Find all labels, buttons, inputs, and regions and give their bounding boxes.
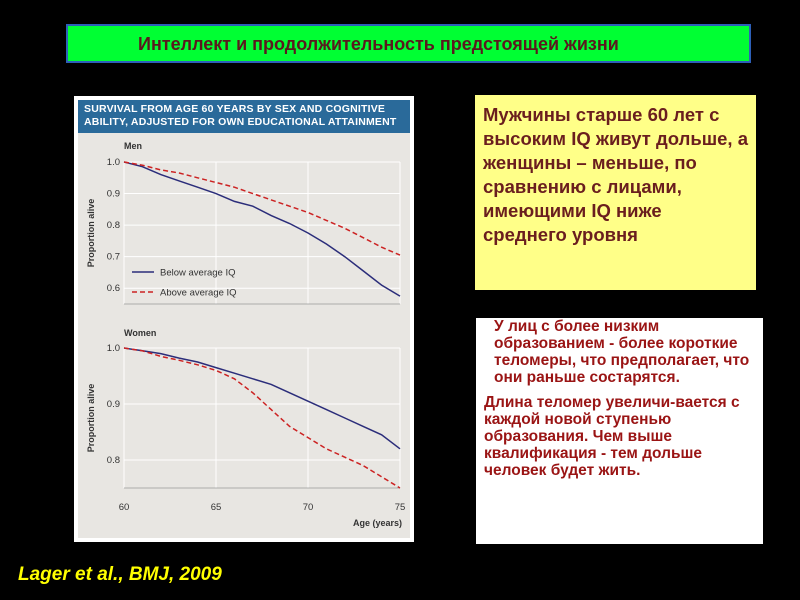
figure-header: SURVIVAL FROM AGE 60 YEARS BY SEX AND CO… (78, 100, 410, 133)
title-banner: Интеллект и продолжительность предстояще… (66, 24, 751, 63)
x-tick-label: 60 (119, 502, 130, 513)
y-tick-label: 0.7 (107, 252, 120, 263)
survival-figure: SURVIVAL FROM AGE 60 YEARS BY SEX AND CO… (74, 96, 414, 542)
legend-label: Above average IQ (160, 288, 237, 299)
series-line-above-average-iq-0 (123, 161, 401, 256)
x-tick-label: 70 (303, 502, 314, 513)
y-tick-label: 0.9 (107, 189, 120, 200)
legend-label: Below average IQ (160, 268, 236, 279)
series-line-below-average-iq-0 (123, 161, 401, 297)
y-tick-label: 0.8 (107, 455, 120, 466)
figure-header-line2: ABILITY, ADJUSTED FOR OWN EDUCATIONAL AT… (84, 116, 397, 128)
men-women-summary-callout: Мужчины старше 60 лет с высоким IQ живут… (475, 95, 756, 290)
x-tick-label: 65 (211, 502, 222, 513)
y-tick-label: 0.9 (107, 399, 120, 410)
y-axis-label-1: Proportion alive (86, 384, 96, 453)
figure-header-line1: SURVIVAL FROM AGE 60 YEARS BY SEX AND CO… (84, 103, 386, 115)
chart-area-background (78, 133, 410, 538)
telomere-paragraph-2: Длина теломер увеличи-вается с каждой но… (484, 394, 740, 479)
telomere-paragraph-1: У лиц с более низким образованием - боле… (494, 318, 750, 386)
x-axis-label: Age (years) (353, 518, 402, 528)
y-tick-label: 0.6 (107, 283, 120, 294)
x-tick-label: 75 (395, 502, 406, 513)
y-tick-label: 1.0 (107, 343, 120, 354)
y-tick-label: 0.8 (107, 220, 120, 231)
y-tick-label: 1.0 (107, 157, 120, 168)
slide-title: Интеллект и продолжительность предстояще… (138, 34, 619, 54)
citation: Lager et al., BMJ, 2009 (18, 564, 222, 585)
survival-chart-svg: Men 1.0 0.9 0.8 0.7 0.6 Proportion alive Below … (78, 133, 410, 538)
panel-title-1: Women (124, 328, 156, 338)
y-axis-label-0: Proportion alive (86, 199, 96, 268)
telomere-callout: У лиц с более низким образованием - боле… (476, 318, 763, 544)
panel-title-0: Men (124, 141, 142, 151)
series-line-below-average-iq-1 (123, 347, 401, 450)
